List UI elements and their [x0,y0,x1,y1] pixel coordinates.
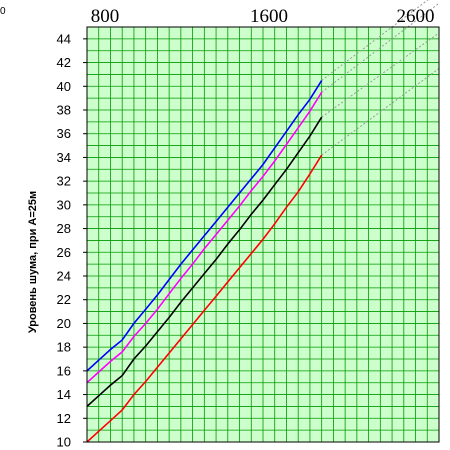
corner-label: 0 [0,6,6,17]
y-tick-label: 26 [57,245,71,260]
horizontal-gridlines [87,38,439,431]
series-line [86,116,323,407]
y-tick-label: 20 [57,316,71,331]
y-tick-label: 40 [57,79,71,94]
series-line [86,79,323,372]
y-tick-labels: 10 12 14 16 18 20 22 24 26 28 30 32 34 36 38 40 42 44 [57,31,87,450]
y-tick-label: 34 [57,150,71,165]
extrapolation-lines [321,0,440,156]
y-tick-label: 28 [57,221,71,236]
plot-frame [86,26,440,443]
y-tick-label: 14 [57,387,71,402]
y-tick-label: 36 [57,126,71,141]
y-tick-label: 22 [57,292,71,307]
y-tick-label: 10 [57,435,71,450]
extrapolation-line [321,32,440,118]
x-tick-label: 800 [91,6,120,27]
y-tick-label: 16 [57,363,71,378]
y-tick-label: 12 [57,411,71,426]
y-tick-label: 44 [57,31,71,46]
series-line [86,91,323,384]
y-tick-label: 18 [57,340,71,355]
series-lines [86,79,323,443]
x-tick-label: 1600 [250,6,288,27]
y-tick-label: 24 [57,269,71,284]
y-tick-label: 32 [57,174,71,189]
x-tick-label: 2600 [397,6,435,27]
y-tick-label: 38 [57,103,71,118]
extrapolation-line [321,0,429,81]
y-tick-label: 30 [57,197,71,212]
y-axis-label: Уровень шума, при А=25м [27,191,39,333]
extrapolation-line [321,68,440,156]
extrapolation-line [321,2,440,93]
series-line [86,154,323,443]
y-tick-label: 42 [57,55,71,70]
x-tick-labels: 800 1600 2600 [91,6,435,27]
